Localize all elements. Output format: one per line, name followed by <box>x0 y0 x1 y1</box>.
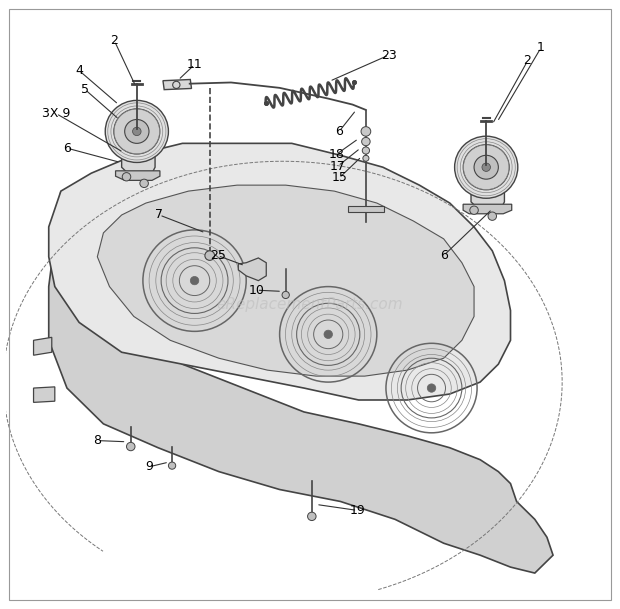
Text: 17: 17 <box>330 160 346 172</box>
Circle shape <box>488 212 497 220</box>
Text: 6: 6 <box>335 125 343 138</box>
Circle shape <box>454 136 518 199</box>
Circle shape <box>308 512 316 521</box>
Polygon shape <box>122 144 155 173</box>
Text: 5: 5 <box>81 83 89 96</box>
Polygon shape <box>348 206 384 212</box>
Circle shape <box>169 462 175 469</box>
Polygon shape <box>238 258 266 281</box>
Circle shape <box>122 172 131 181</box>
Text: 4: 4 <box>75 64 83 77</box>
Circle shape <box>463 144 509 190</box>
Text: 25: 25 <box>210 249 226 262</box>
Text: eReplacementParts.com: eReplacementParts.com <box>216 297 404 312</box>
Circle shape <box>105 100 169 163</box>
Text: 3X 9: 3X 9 <box>42 107 70 120</box>
Text: 23: 23 <box>381 49 397 62</box>
Circle shape <box>140 179 148 188</box>
Polygon shape <box>115 171 160 180</box>
Circle shape <box>362 147 370 154</box>
Text: 10: 10 <box>249 284 265 297</box>
Circle shape <box>474 155 498 179</box>
Circle shape <box>324 330 332 339</box>
Circle shape <box>363 155 369 161</box>
Text: 2: 2 <box>110 34 118 48</box>
Circle shape <box>361 138 370 146</box>
Circle shape <box>113 109 160 154</box>
Text: 11: 11 <box>187 58 203 71</box>
Circle shape <box>482 163 490 171</box>
Circle shape <box>125 119 149 143</box>
Circle shape <box>361 127 371 136</box>
Text: 7: 7 <box>156 208 163 222</box>
Circle shape <box>427 384 436 392</box>
Polygon shape <box>97 185 474 376</box>
Text: 8: 8 <box>94 434 101 447</box>
Text: 19: 19 <box>350 504 365 517</box>
Polygon shape <box>463 204 511 214</box>
Text: 6: 6 <box>440 249 448 262</box>
Text: 6: 6 <box>63 142 71 155</box>
Text: 18: 18 <box>329 147 345 161</box>
Polygon shape <box>49 143 510 400</box>
Circle shape <box>126 442 135 451</box>
Circle shape <box>190 276 199 285</box>
Polygon shape <box>163 80 192 90</box>
Circle shape <box>205 251 215 260</box>
Text: 1: 1 <box>537 41 545 54</box>
Circle shape <box>470 206 478 214</box>
Text: 15: 15 <box>331 172 347 185</box>
Circle shape <box>133 127 141 136</box>
Text: 2: 2 <box>523 54 531 68</box>
Circle shape <box>282 291 290 298</box>
Polygon shape <box>33 337 51 355</box>
Polygon shape <box>471 179 505 208</box>
Text: 9: 9 <box>145 460 153 473</box>
Polygon shape <box>33 387 55 403</box>
Polygon shape <box>49 191 553 573</box>
